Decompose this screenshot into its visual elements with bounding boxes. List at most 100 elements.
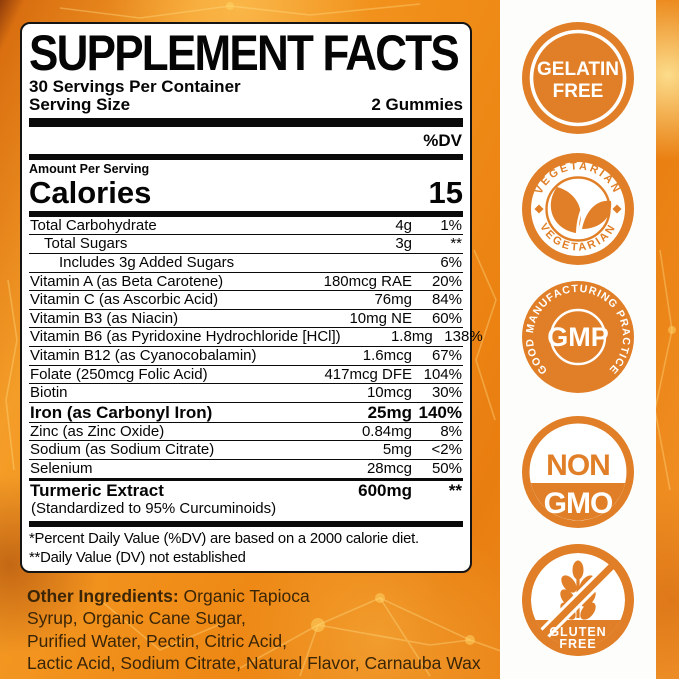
nutrient-name: Sodium (as Sodium Citrate) (30, 441, 215, 459)
badge-text: NON (546, 449, 610, 482)
calories-value: 15 (428, 174, 463, 210)
badge-text: FREE (559, 637, 596, 651)
nutrient-row-sub: (Standardized to 95% Curcuminoids) (31, 499, 277, 517)
servings-per-container: 30 Servings Per Container (29, 77, 241, 96)
ingredients-text: Organic Tapioca (178, 586, 310, 606)
nutrient-dv: <2% (431, 441, 462, 459)
nutrient-amt: 28mcg (366, 459, 412, 477)
panel-title: SUPPLEMENT FACTS (29, 25, 460, 81)
divider-bar (29, 520, 463, 527)
vegetarian-leaf-icon: VEGETARIAN VEGETARIAN (522, 153, 634, 265)
gluten-free-wheat-icon: GLUTEN FREE (522, 544, 634, 656)
ingredients-line: Syrup, Organic Cane Sugar, (27, 608, 246, 629)
nutrient-dv: 84% (431, 291, 462, 309)
nutrient-name: Selenium (30, 459, 93, 477)
gluten-free-badge: GLUTEN FREE (521, 543, 635, 657)
nutrient-amt: 1.6mcg (362, 346, 412, 364)
ingredients-line: Other Ingredients: Organic Tapioca (27, 585, 487, 607)
nutrient-dv: 50% (431, 459, 462, 477)
serving-size-value: 2 Gummies (371, 95, 463, 115)
divider-bar (29, 118, 463, 128)
badge-text: GELATIN (537, 59, 619, 80)
nutrient-amt: 76mg (374, 291, 412, 309)
nutrient-name: Total Sugars (44, 235, 128, 253)
nutrient-amt: 180mcg RAE (323, 272, 412, 290)
nutrient-dv: 20% (431, 272, 462, 290)
nutrient-name: Vitamin B3 (as Niacin) (30, 309, 179, 327)
nutrient-row: Total Sugars 3g ** (29, 234, 463, 253)
serving-size-label: Serving Size (29, 95, 131, 115)
vegetarian-badge: VEGETARIAN VEGETARIAN (521, 152, 635, 266)
footnote-dv: *Percent Daily Value (%DV) are based on … (29, 530, 419, 547)
nutrient-name: Vitamin B6 (as Pyridoxine Hydrochloride … (30, 328, 341, 346)
nutrient-amt: 10mcg (366, 384, 412, 402)
nutrient-rows: Total Carbohydrate 4g 1% Total Sugars 3g ** In… (29, 215, 483, 519)
other-ingredients: Other Ingredients: Organic Tapioca Syrup… (27, 585, 487, 675)
nutrient-row: Vitamin B12 (as Cyanocobalamin) 1.6mcg 67% (29, 345, 463, 365)
nutrient-dv: 67% (431, 346, 462, 364)
nutrient-name: Vitamin A (as Beta Carotene) (30, 272, 224, 290)
non-gmo-icon: NON GMO (522, 416, 634, 528)
divider-bar (29, 210, 463, 216)
non-gmo-badge: NON GMO (521, 415, 635, 529)
badge-text: GMP (547, 322, 609, 352)
ingredients-line: Lactic Acid, Sodium Citrate, Natural Fla… (27, 653, 481, 674)
gelatin-free-badge: GELATIN FREE (521, 21, 635, 135)
badge-text: GMO (544, 487, 613, 520)
nutrient-row: Vitamin B6 (as Pyridoxine Hydrochloride … (29, 327, 483, 346)
nutrient-amt: 0.84mg (361, 422, 412, 440)
nutrient-amt: 25mg (367, 402, 412, 422)
nutrient-amt: 1.8mg (390, 328, 433, 346)
nutrient-row: Folate (250mcg Folic Acid) 417mcg DFE 104% (29, 364, 463, 384)
divider-bar (29, 154, 463, 161)
nutrient-dv: ** (450, 235, 462, 253)
calories-label: Calories (29, 174, 152, 210)
gmp-badge: GOOD MANUFACTURING PRACTICE GMP (521, 280, 635, 394)
nutrient-dv: 6% (440, 253, 462, 271)
ingredients-label: Other Ingredients: (27, 586, 179, 606)
badge-text: FREE (553, 81, 604, 102)
nutrient-amt: 417mcg DFE (324, 365, 412, 383)
nutrient-name: Vitamin C (as Ascorbic Acid) (30, 291, 219, 309)
nutrient-row: Vitamin A (as Beta Carotene) 180mcg RAE 20… (29, 271, 463, 291)
nutrient-row: Total Carbohydrate 4g 1% (29, 215, 463, 235)
nutrient-row: Vitamin C (as Ascorbic Acid) 76mg 84% (29, 290, 463, 309)
nutrient-name: Turmeric Extract (30, 480, 164, 500)
dv-header: %DV (423, 131, 462, 151)
nutrient-dv: 104% (423, 365, 462, 383)
badge-text: GLUTEN (549, 625, 606, 639)
nutrient-name: Zinc (as Zinc Oxide) (30, 422, 165, 440)
nutrient-name: Vitamin B12 (as Cyanocobalamin) (30, 346, 257, 364)
calories-row: Calories 15 (29, 177, 463, 208)
nutrient-row: Includes 3g Added Sugars 6% (29, 252, 463, 272)
nutrient-dv: 30% (431, 384, 462, 402)
nutrient-row: Sodium (as Sodium Citrate) 5mg <2% (29, 440, 463, 459)
supplement-facts-panel: SUPPLEMENT FACTS 30 Servings Per Contain… (20, 22, 483, 573)
nutrient-dv: ** (448, 480, 462, 500)
gmp-seal-icon: GOOD MANUFACTURING PRACTICE GMP (522, 281, 634, 393)
footnote-not-established: **Daily Value (DV) not established (29, 549, 246, 566)
nutrient-amt: 4g (395, 216, 412, 234)
amount-per-serving-label: Amount Per Serving (29, 162, 150, 177)
nutrient-dv: 8% (440, 422, 462, 440)
serving-size-row: Serving Size 2 Gummies (29, 95, 463, 115)
nutrient-name: Iron (as Carbonyl Iron) (30, 402, 213, 422)
nutrient-dv: 1% (440, 216, 462, 234)
nutrient-dv: 60% (431, 309, 462, 327)
nutrient-name: Folate (250mcg Folic Acid) (30, 365, 208, 383)
nutrient-row: Zinc (as Zinc Oxide) 0.84mg 8% (29, 421, 463, 441)
gelatin-free-icon: GELATIN FREE (522, 22, 634, 134)
nutrient-row: Selenium 28mcg 50% (29, 458, 463, 478)
nutrient-amt: 5mg (382, 441, 412, 459)
nutrient-row: Biotin 10mcg 30% (29, 383, 463, 402)
nutrient-row: Iron (as Carbonyl Iron) 25mg 140% (29, 401, 463, 422)
ingredients-line: Purified Water, Pectin, Citric Acid, (27, 630, 287, 651)
nutrient-name: Includes 3g Added Sugars (59, 253, 235, 271)
nutrient-amt: 600mg (358, 480, 412, 500)
nutrient-amt: 3g (395, 235, 412, 253)
nutrient-dv: 138% (444, 328, 483, 346)
nutrient-name: Biotin (30, 384, 68, 402)
nutrient-row: Turmeric Extract 600mg ** (29, 477, 463, 500)
nutrient-amt: 10mg NE (349, 309, 412, 327)
